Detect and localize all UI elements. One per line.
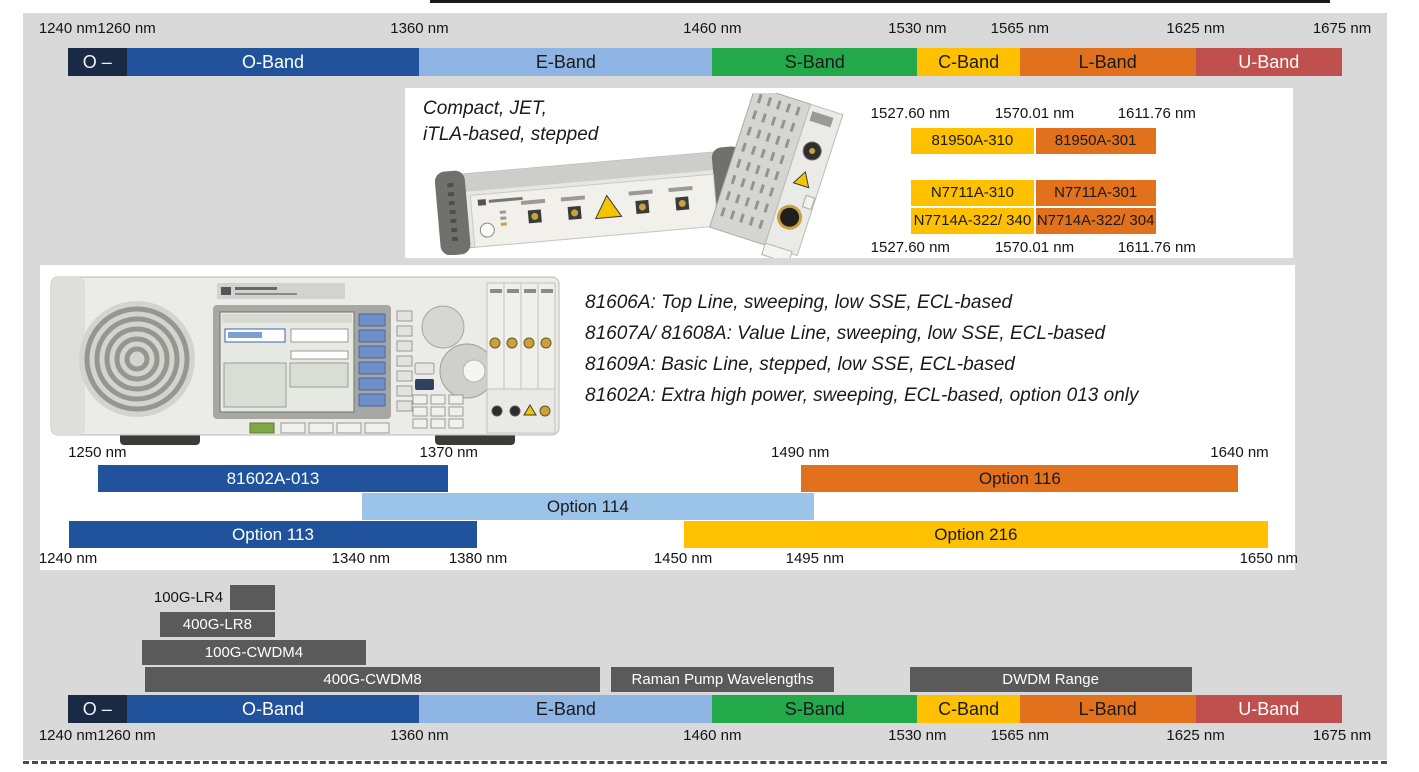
band-segment: C-Band	[917, 48, 1020, 76]
range-bar: N7714A-322/ 304	[1035, 208, 1156, 234]
wavelength-tick: 1490 nm	[770, 444, 830, 461]
wavelength-tick: 1370 nm	[419, 444, 478, 461]
range-bar: 81950A-301	[1035, 128, 1156, 154]
range-bar: N7714A-322/ 340	[911, 208, 1034, 234]
module-81950a-image	[691, 85, 861, 264]
range-bar: Option 114	[361, 493, 814, 520]
compact-heading: Compact, JET, iTLA-based, stepped	[423, 96, 598, 148]
wavelength-tick: 1527.60 nm	[870, 239, 950, 256]
range-bar: 100G-CWDM4	[142, 639, 366, 665]
compact-heading-line1: Compact, JET,	[423, 98, 547, 119]
band-segment: U-Band	[1195, 695, 1342, 723]
wavelength-tick: 1495 nm	[785, 550, 844, 567]
wavelength-tick: 1611.76 nm	[1117, 239, 1196, 256]
wavelength-tick: 1240 nm	[38, 727, 98, 744]
band-segment: E-Band	[419, 48, 713, 76]
wavelength-tick: 1240 nm	[38, 550, 98, 567]
wavelength-tick: 1450 nm	[653, 550, 713, 567]
instrument-8164b-image	[45, 271, 565, 454]
range-bar: Option 116	[801, 465, 1239, 492]
band-segment: U-Band	[1195, 48, 1342, 76]
wavelength-tick: 1570.01 nm	[994, 239, 1075, 256]
wavelength-tick: 1530 nm	[888, 20, 947, 37]
wavelength-tick: 1460 nm	[683, 727, 742, 744]
wavelength-tick: 1527.60 nm	[870, 105, 950, 122]
n7714a-product-image	[423, 133, 758, 260]
band-segment: L-Band	[1019, 695, 1196, 723]
wavelength-tick: 1650 nm	[1239, 550, 1298, 567]
wavelength-tick: 1625 nm	[1166, 727, 1225, 744]
tls-notes: 81606A: Top Line, sweeping, low SSE, ECL…	[585, 287, 1138, 411]
wavelength-tick: 1675 nm	[1312, 727, 1372, 744]
band-segment: O-Band	[126, 48, 420, 76]
wavelength-tick: 1360 nm	[390, 727, 449, 744]
wavelength-tick: 1460 nm	[683, 20, 742, 37]
band-segment: O-Band	[126, 695, 420, 723]
range-bar	[230, 585, 275, 610]
wavelength-tick: 1675 nm	[1312, 20, 1372, 37]
range-bar: N7711A-310	[911, 180, 1034, 206]
top-rule-artifact	[430, 0, 1330, 3]
tls-note: 81607A/ 81608A: Value Line, sweeping, lo…	[585, 323, 1106, 344]
band-segment: S-Band	[712, 48, 918, 76]
range-bar: 400G-CWDM8	[145, 666, 601, 692]
range-bar: 81602A-013	[98, 465, 448, 492]
wavelength-tick: 1360 nm	[390, 20, 449, 37]
range-bar: Raman Pump Wavelengths	[610, 666, 835, 692]
tls-note: 81609A: Basic Line, stepped, low SSE, EC…	[585, 354, 1015, 375]
wavelength-tick: 1565 nm	[990, 20, 1050, 37]
range-bar: N7711A-301	[1035, 180, 1156, 206]
wavelength-tick: 1240 nm	[38, 20, 98, 37]
compact-heading-line2: iTLA-based, stepped	[423, 124, 599, 145]
wavelength-tick: 1340 nm	[331, 550, 391, 567]
band-segment: L-Band	[1019, 48, 1196, 76]
wavelength-tick: 1611.76 nm	[1117, 105, 1196, 122]
range-bar: Option 113	[69, 521, 478, 548]
wavelength-tick: 1640 nm	[1210, 444, 1269, 461]
range-bar: 81950A-310	[911, 128, 1034, 154]
bottom-dashed-rule	[23, 761, 1387, 764]
wavelength-tick: 1260 nm	[97, 20, 156, 37]
band-segment: S-Band	[712, 695, 918, 723]
tls-note: 81602A: Extra high power, sweeping, ECL-…	[585, 385, 1139, 406]
range-bar: 400G-LR8	[159, 612, 275, 638]
wavelength-tick: 1260 nm	[97, 727, 156, 744]
wavelength-tick: 1250 nm	[68, 444, 127, 461]
range-bar: Option 216	[684, 521, 1268, 548]
range-bar-outside-label: 100G-LR4	[153, 588, 224, 606]
wavelength-tick: 1625 nm	[1166, 20, 1225, 37]
wavelength-tick: 1565 nm	[990, 727, 1050, 744]
wavelength-tick: 1570.01 nm	[994, 105, 1075, 122]
band-segment: O –	[68, 48, 127, 76]
tls-note: 81606A: Top Line, sweeping, low SSE, ECL…	[585, 292, 1013, 313]
figure-panel: Compact, JET, iTLA-based, stepped 81606A…	[23, 13, 1387, 760]
band-segment: O –	[68, 695, 127, 723]
wavelength-tick: 1380 nm	[448, 550, 508, 567]
wavelength-tick: 1530 nm	[888, 727, 947, 744]
band-segment: C-Band	[917, 695, 1020, 723]
range-bar: DWDM Range	[909, 666, 1192, 692]
band-segment: E-Band	[419, 695, 713, 723]
